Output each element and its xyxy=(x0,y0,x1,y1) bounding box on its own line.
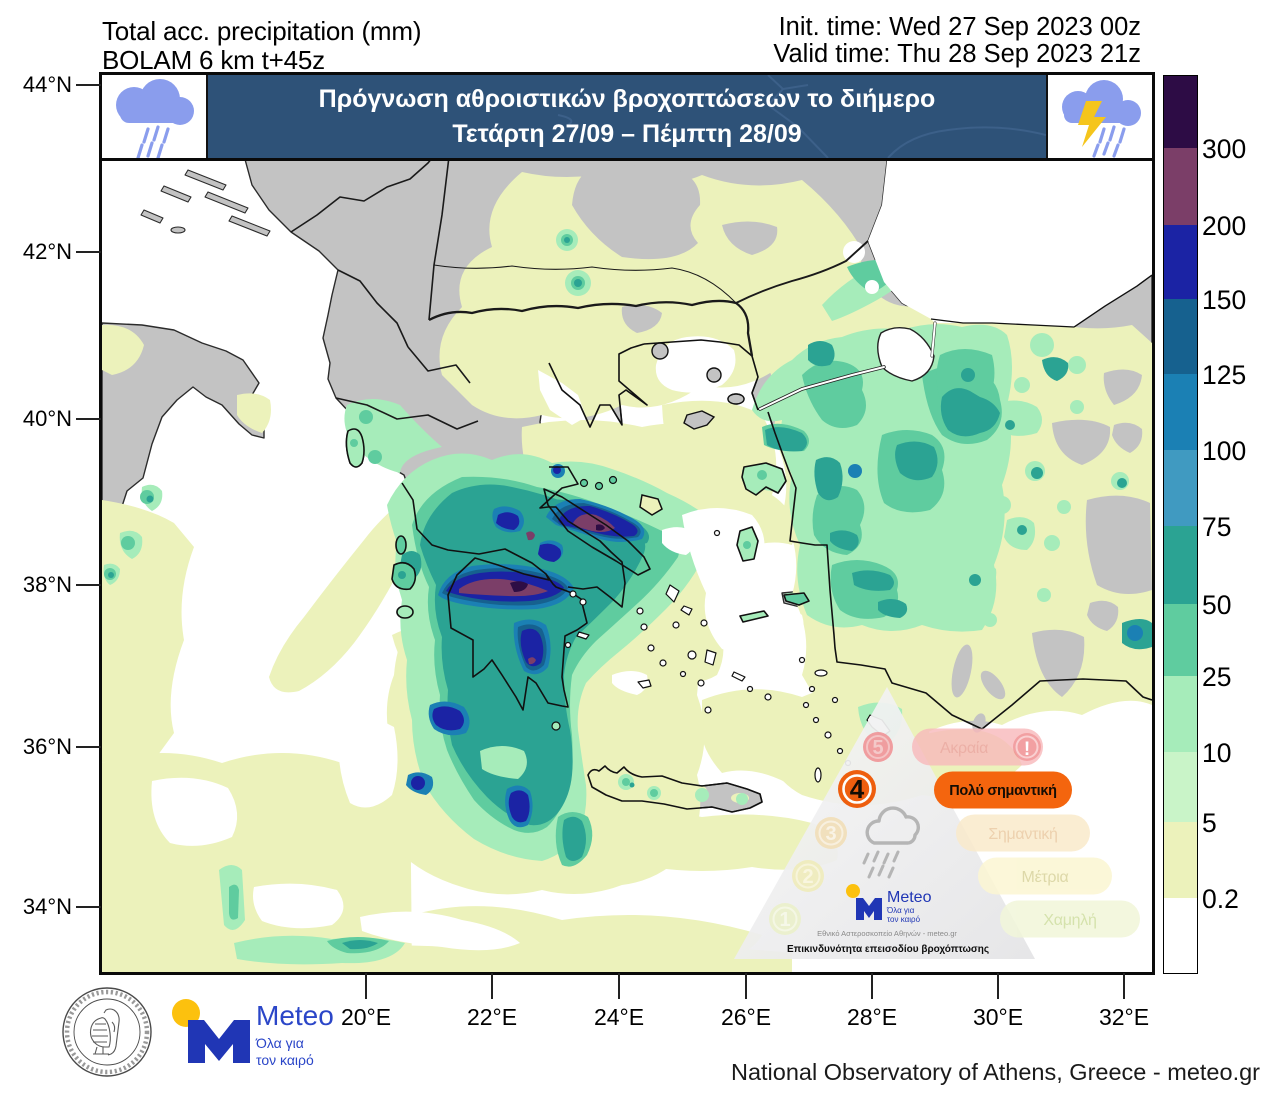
svg-text:3: 3 xyxy=(825,823,836,845)
svg-text:Όλα για: Όλα για xyxy=(255,1035,304,1051)
svg-text:Meteo: Meteo xyxy=(887,889,932,906)
svg-text:Ακραία: Ακραία xyxy=(940,740,988,757)
svg-text:Χαμηλή: Χαμηλή xyxy=(1043,912,1096,929)
svg-text:Επικινδυνότητα επεισοδίου βροχ: Επικινδυνότητα επεισοδίου βροχόπτωσης xyxy=(787,944,989,955)
svg-text:Πολύ σημαντική: Πολύ σημαντική xyxy=(949,783,1057,799)
svg-text:τον καιρό: τον καιρό xyxy=(887,915,921,924)
svg-text:1: 1 xyxy=(779,909,790,931)
svg-text:5: 5 xyxy=(872,737,883,759)
svg-text:τον καιρό: τον καιρό xyxy=(256,1052,314,1068)
svg-text:4: 4 xyxy=(850,774,865,804)
svg-text:Όλα για: Όλα για xyxy=(886,906,915,915)
svg-text:Meteo: Meteo xyxy=(256,1000,334,1031)
svg-text:Σημαντική: Σημαντική xyxy=(988,826,1057,843)
svg-text:Μέτρια: Μέτρια xyxy=(1022,869,1069,886)
svg-text:!: ! xyxy=(1024,739,1030,760)
svg-text:Εθνικό Αστεροσκοπείο Αθηνών -: Εθνικό Αστεροσκοπείο Αθηνών - meteo.gr xyxy=(817,929,957,938)
svg-text:2: 2 xyxy=(802,866,813,888)
